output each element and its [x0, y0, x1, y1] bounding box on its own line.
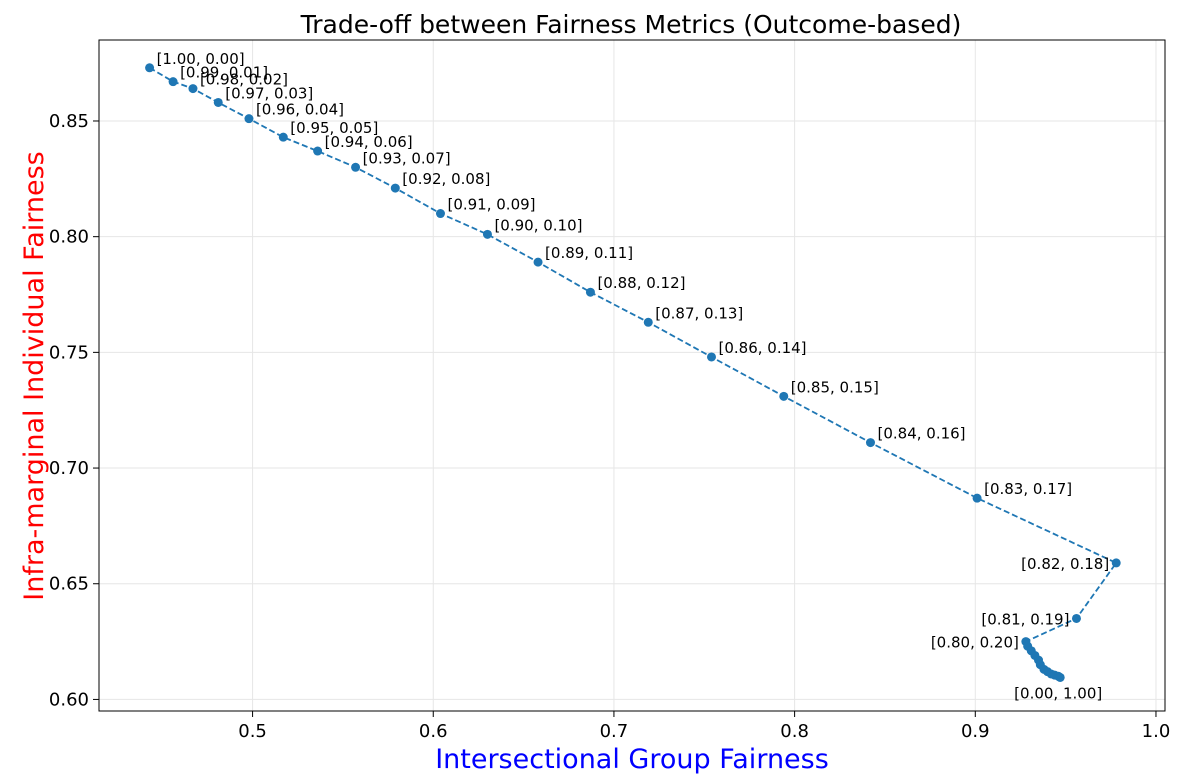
data-point	[1055, 672, 1065, 682]
y-tick-label: 0.60	[49, 689, 89, 710]
data-point	[482, 229, 492, 239]
series-group: [1.00, 0.00][0.99, 0.01][0.98, 0.02][0.9…	[145, 50, 1121, 702]
point-label: [0.88, 0.12]	[597, 274, 685, 292]
y-tick-label: 0.65	[49, 574, 89, 595]
data-point	[168, 77, 178, 87]
axes-group: 0.5 0.6 0.7 0.8 0.9 1.0 0.60 0.65 0.70 0.75 0.80 0.…	[49, 111, 1170, 742]
point-label: [0.95, 0.05]	[290, 119, 378, 137]
data-point	[390, 183, 400, 193]
point-label: [0.94, 0.06]	[325, 133, 413, 151]
data-point	[643, 317, 653, 327]
data-point	[533, 257, 543, 267]
plot-frame	[98, 39, 1166, 712]
y-tick-label: 0.85	[49, 111, 89, 132]
point-label: [0.98, 0.02]	[200, 71, 288, 89]
point-label: [0.87, 0.13]	[655, 304, 743, 322]
data-point	[278, 132, 288, 142]
x-tick-label: 0.5	[238, 721, 267, 742]
y-axis-title: Infra-marginal Individual Fairness	[19, 151, 50, 600]
point-label: [0.81, 0.19]	[981, 610, 1069, 628]
data-point	[213, 97, 223, 107]
point-label: [0.80, 0.20]	[931, 634, 1019, 652]
x-tick-label: 0.6	[419, 721, 448, 742]
y-tick-label: 0.75	[49, 342, 89, 363]
point-label: [0.96, 0.04]	[256, 101, 344, 119]
data-point	[1071, 613, 1081, 623]
x-tick-label: 1.0	[1142, 721, 1171, 742]
data-point	[435, 209, 445, 219]
y-tick-label: 0.70	[49, 458, 89, 479]
y-tick-label: 0.80	[49, 227, 89, 248]
point-label: [0.85, 0.15]	[791, 378, 879, 396]
data-point	[585, 287, 595, 297]
point-label: [0.82, 0.18]	[1021, 555, 1109, 573]
x-tick-label: 0.9	[961, 721, 990, 742]
data-point	[313, 146, 323, 156]
data-point	[706, 352, 716, 362]
data-point	[351, 162, 361, 172]
point-label: [0.84, 0.16]	[877, 425, 965, 443]
point-label: [0.99, 0.01]	[180, 64, 268, 82]
grid-lines	[99, 40, 1165, 711]
data-point	[779, 391, 789, 401]
data-point	[1111, 558, 1121, 568]
point-label: [0.00, 1.00]	[1014, 684, 1102, 702]
data-point	[865, 438, 875, 448]
point-label: [1.00, 0.00]	[157, 50, 245, 68]
point-label: [0.97, 0.03]	[225, 84, 313, 102]
data-point	[972, 493, 982, 503]
data-point	[145, 63, 155, 73]
point-label: [0.86, 0.14]	[718, 339, 806, 357]
point-label: [0.83, 0.17]	[984, 480, 1072, 498]
data-point	[244, 114, 254, 124]
data-point	[188, 84, 198, 94]
point-label: [0.93, 0.07]	[363, 149, 451, 167]
point-label: [0.89, 0.11]	[545, 244, 633, 262]
point-label: [0.90, 0.10]	[494, 216, 582, 234]
chart-title: Trade-off between Fairness Metrics (Outc…	[300, 10, 962, 39]
x-axis-title: Intersectional Group Fairness	[435, 744, 829, 775]
x-tick-label: 0.7	[600, 721, 629, 742]
point-label: [0.91, 0.09]	[447, 196, 535, 214]
point-label: [0.92, 0.08]	[402, 170, 490, 188]
x-tick-label: 0.8	[780, 721, 809, 742]
